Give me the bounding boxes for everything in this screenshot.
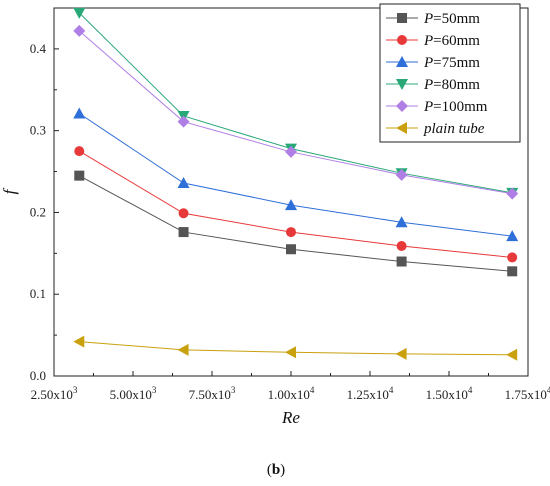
x-tick-label: 7.50x103 bbox=[189, 385, 236, 402]
series-5 bbox=[73, 335, 518, 361]
legend-label: P=75mm bbox=[423, 55, 480, 71]
data-point-square-icon bbox=[507, 266, 518, 277]
y-tick-label: 0.2 bbox=[30, 204, 46, 219]
legend-label: P=80mm bbox=[423, 77, 480, 93]
caption-label: b bbox=[272, 462, 280, 478]
data-point-diamond-icon bbox=[285, 145, 297, 158]
data-point-square-icon bbox=[396, 256, 407, 267]
x-tick-label: 1.25x104 bbox=[347, 385, 394, 402]
x-tick-label: 2.50x103 bbox=[31, 385, 78, 402]
data-point-triangle-left-icon bbox=[396, 122, 407, 134]
x-tick-label: 5.00x103 bbox=[110, 385, 157, 402]
legend-box bbox=[379, 3, 521, 143]
data-point-diamond-icon bbox=[396, 100, 408, 112]
data-point-triangle-up-icon bbox=[285, 199, 297, 211]
x-tick-label: 1.00x104 bbox=[268, 385, 315, 402]
data-point-triangle-left-icon bbox=[506, 348, 518, 361]
series-layer bbox=[73, 7, 519, 361]
data-point-triangle-up-icon bbox=[177, 177, 190, 189]
legend-item: P=100mm bbox=[386, 99, 488, 115]
data-point-circle-icon bbox=[396, 240, 407, 251]
legend-label: P=100mm bbox=[423, 99, 488, 115]
data-point-square-icon bbox=[397, 13, 407, 23]
x-tick-label: 1.75x104 bbox=[505, 385, 550, 402]
axes: 0.0 0.1 0.2 0.3 0.4 2.50x103 5.00x103 7.50x103 1… bbox=[30, 41, 550, 402]
legend-item: P=50mm bbox=[386, 11, 480, 27]
data-point-square-icon bbox=[178, 227, 189, 238]
y-tick-label: 0.0 bbox=[30, 368, 46, 383]
data-point-diamond-icon bbox=[395, 168, 408, 181]
data-point-circle-icon bbox=[178, 208, 189, 219]
figure-caption: (b) bbox=[267, 462, 285, 478]
data-point-square-icon bbox=[74, 170, 85, 181]
series-4 bbox=[73, 24, 519, 200]
data-point-circle-icon bbox=[397, 35, 407, 45]
data-point-circle-icon bbox=[286, 227, 296, 238]
legend-label: P=60mm bbox=[423, 33, 480, 49]
data-point-triangle-down-icon bbox=[396, 79, 408, 90]
legend-label: P=50mm bbox=[423, 11, 480, 27]
data-point-square-icon bbox=[286, 244, 296, 255]
data-point-triangle-up-icon bbox=[395, 216, 408, 228]
data-point-triangle-up-icon bbox=[73, 107, 86, 119]
legend-item: P=60mm bbox=[386, 33, 480, 49]
series-2 bbox=[73, 107, 519, 242]
y-axis-label: f bbox=[0, 187, 19, 194]
caption-open: ( bbox=[267, 462, 272, 478]
data-point-triangle-left-icon bbox=[177, 343, 189, 356]
data-point-diamond-icon bbox=[73, 24, 86, 37]
legend-item: P=80mm bbox=[386, 77, 480, 93]
data-point-triangle-up-icon bbox=[506, 230, 519, 242]
data-point-triangle-left-icon bbox=[395, 347, 407, 360]
caption-close: ) bbox=[280, 462, 285, 478]
legend-label: plain tube bbox=[423, 121, 485, 137]
data-point-circle-icon bbox=[507, 252, 518, 263]
data-point-triangle-left-icon bbox=[285, 346, 296, 359]
data-point-diamond-icon bbox=[506, 187, 519, 200]
legend-item: plain tube bbox=[386, 121, 485, 137]
data-point-circle-icon bbox=[74, 146, 85, 157]
series-line bbox=[79, 150, 513, 258]
data-point-triangle-up-icon bbox=[396, 56, 408, 67]
x-axis-label: Re bbox=[281, 408, 300, 427]
series-0 bbox=[74, 170, 518, 277]
y-tick-label: 0.4 bbox=[30, 41, 47, 56]
legend: P=50mm P=60mm P=75mm P=80mm P=100mm plain tub… bbox=[379, 3, 521, 143]
data-point-triangle-down-icon bbox=[73, 7, 86, 19]
y-tick-label: 0.1 bbox=[30, 286, 46, 301]
legend-item: P=75mm bbox=[386, 55, 480, 71]
series-1 bbox=[74, 146, 518, 263]
y-tick-label: 0.3 bbox=[30, 123, 46, 138]
x-tick-label: 1.50x104 bbox=[426, 385, 473, 402]
data-point-triangle-left-icon bbox=[73, 335, 85, 348]
data-point-diamond-icon bbox=[177, 115, 190, 128]
